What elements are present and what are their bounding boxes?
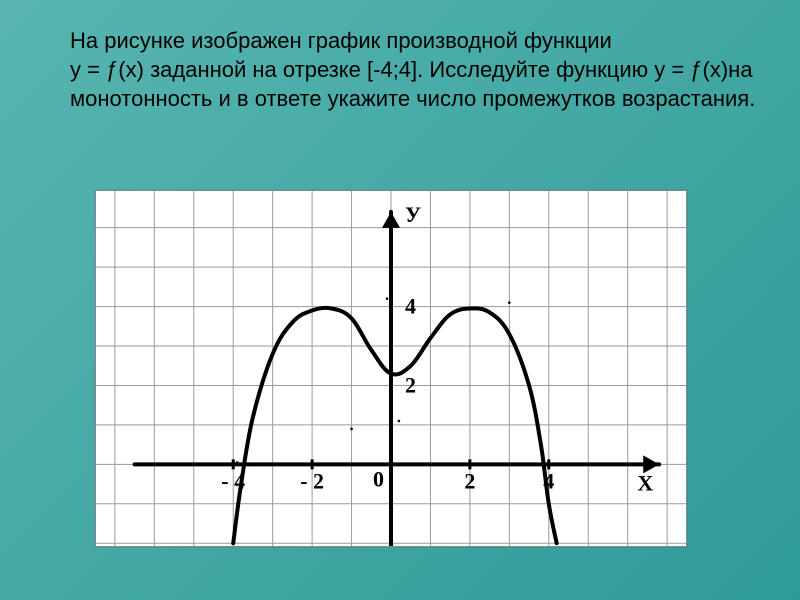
svg-text:2: 2 (405, 372, 416, 397)
text-line-2: y = ƒ(x) заданной на отрезке [-4;4]. Исс… (70, 55, 760, 113)
svg-text:0: 0 (373, 466, 384, 491)
svg-text:4: 4 (405, 294, 416, 319)
svg-text:- 2: - 2 (300, 468, 324, 493)
slide: На рисунке изображен график производной … (0, 0, 800, 600)
svg-text:У: У (405, 202, 421, 227)
svg-text:2: 2 (464, 468, 475, 493)
chart-svg: - 4- 202424XУ (96, 191, 686, 546)
svg-text:X: X (637, 470, 653, 495)
derivative-chart: - 4- 202424XУ (95, 190, 687, 547)
problem-text: На рисунке изображен график производной … (70, 26, 760, 113)
text-line-1: На рисунке изображен график производной … (70, 26, 760, 55)
